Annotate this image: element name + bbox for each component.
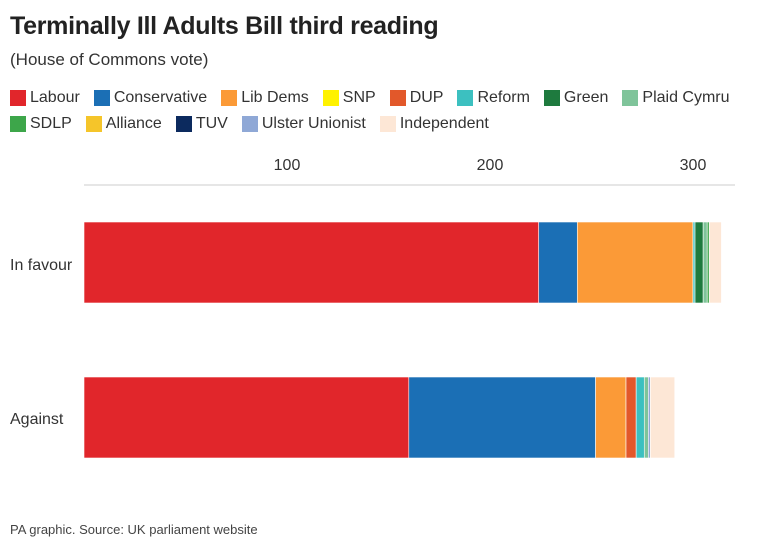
legend-swatch (457, 90, 474, 106)
legend-label: Conservative (113, 89, 208, 106)
legend-item: Green (543, 88, 609, 108)
legend-item: Alliance (85, 114, 162, 134)
bar-segment (643, 376, 649, 459)
legend-swatch (85, 116, 102, 132)
legend-swatch (10, 90, 26, 106)
legend-swatch (379, 116, 396, 132)
bar-segment (83, 376, 410, 459)
category-label: In favour (10, 257, 73, 274)
bar-segment (708, 221, 722, 304)
legend-label: DUP (409, 89, 444, 106)
legend-label: Independent (399, 115, 489, 132)
legend-label: Lib Dems (241, 89, 309, 106)
legend-swatch (241, 116, 258, 132)
chart-title: Terminally Ill Adults Bill third reading (10, 12, 439, 40)
legend-label: Green (563, 89, 609, 106)
legend-label: SNP (342, 89, 376, 106)
bar-segment (538, 221, 578, 304)
legend-swatch (93, 90, 110, 106)
legend-label: Alliance (105, 115, 162, 132)
legend-item: SNP (322, 88, 376, 108)
bar-segment (648, 376, 651, 459)
bar-segment (408, 376, 596, 459)
legend-item: Lib Dems (221, 88, 309, 108)
legend-swatch (221, 90, 238, 106)
legend-item: Ulster Unionist (241, 114, 366, 134)
legend-label: Labour (30, 89, 80, 106)
bar-segment (83, 221, 540, 304)
legend-swatch (622, 90, 639, 106)
legend-label: Ulster Unionist (261, 115, 366, 132)
legend-swatch (543, 90, 560, 106)
chart-subtitle: (House of Commons vote) (10, 50, 209, 69)
bar-segment (576, 221, 694, 304)
category-label: Against (10, 411, 64, 428)
legend-item: Reform (457, 88, 530, 108)
legend-swatch (322, 90, 339, 106)
bar-segment (702, 221, 708, 304)
legend-label: Plaid Cymru (642, 89, 730, 106)
bar-segment (595, 376, 627, 459)
legend-swatch (389, 90, 406, 106)
legend-item: Conservative (93, 88, 208, 108)
x-tick-label: 300 (680, 157, 707, 174)
x-tick-label: 100 (274, 157, 301, 174)
bar-segment (706, 221, 710, 304)
legend-label: TUV (195, 115, 228, 132)
legend-swatch (10, 116, 26, 132)
legend-item: TUV (175, 114, 228, 134)
legend: Labour Conservative Lib Dems SNP DUP Reform Gr… (10, 88, 750, 134)
legend-label: Reform (477, 89, 530, 106)
legend-label: SDLP (30, 115, 72, 132)
legend-item: DUP (389, 88, 444, 108)
bar-segment (650, 376, 676, 459)
bar-segment (694, 221, 704, 304)
legend-swatch (175, 116, 192, 132)
legend-item: Independent (379, 114, 489, 134)
bar-segment (692, 221, 696, 304)
bar-segment (625, 376, 637, 459)
legend-item: Labour (10, 88, 80, 108)
legend-item: Plaid Cymru (622, 88, 730, 108)
legend-item: SDLP (10, 114, 72, 134)
bar-segment (635, 376, 645, 459)
x-tick-label: 200 (477, 157, 504, 174)
source-note: PA graphic. Source: UK parliament websit… (10, 522, 258, 537)
